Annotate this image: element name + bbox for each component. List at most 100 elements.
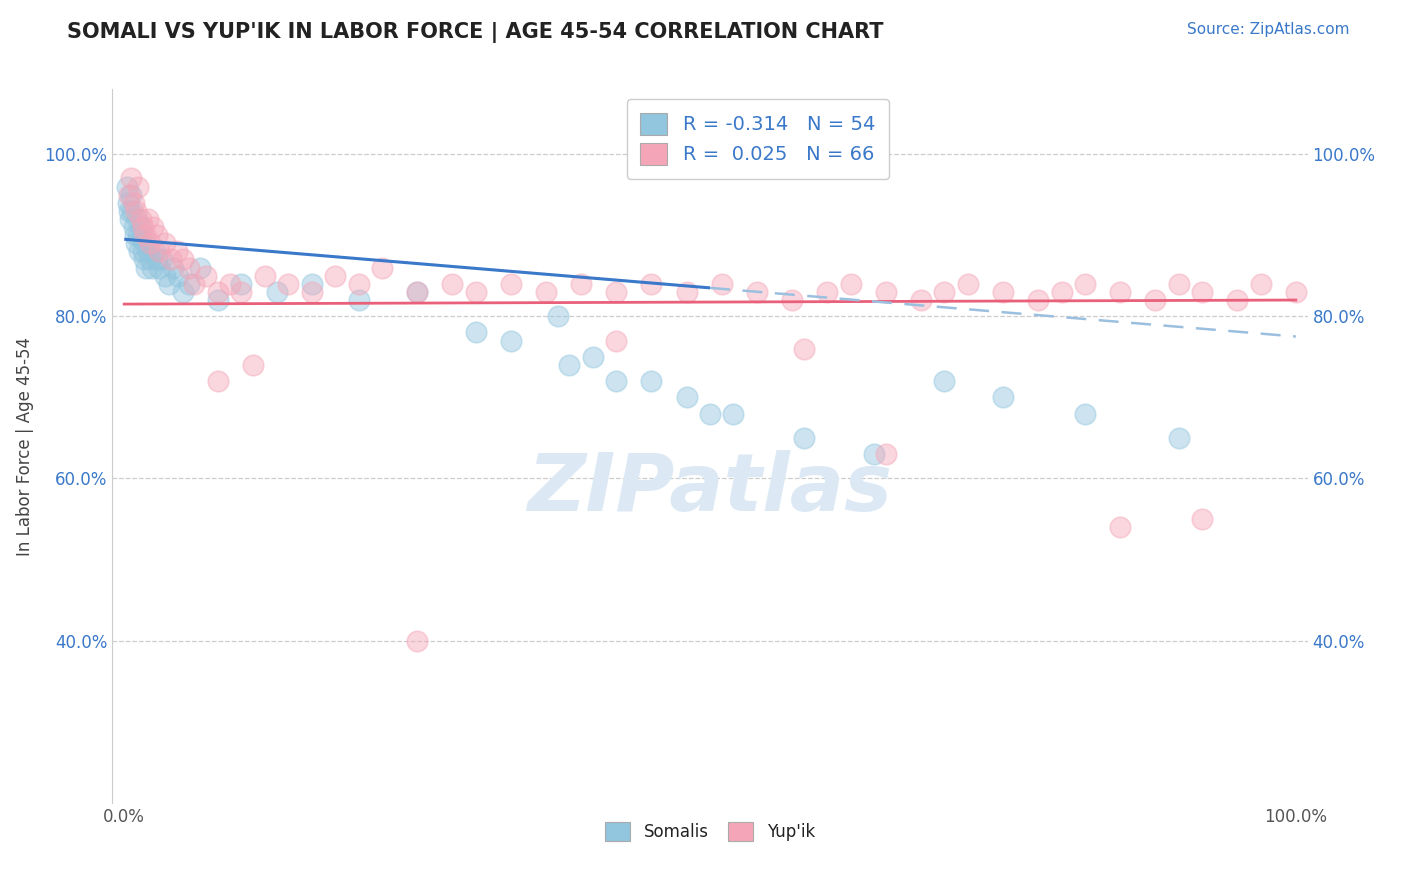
Point	[135, 260, 157, 275]
Point	[129, 220, 152, 235]
Point	[464, 285, 486, 299]
Point	[127, 228, 149, 243]
Point	[1226, 293, 1249, 307]
Point	[441, 277, 464, 291]
Point	[780, 293, 803, 307]
Point	[118, 187, 141, 202]
Point	[1167, 277, 1189, 291]
Point	[132, 252, 156, 267]
Point	[127, 211, 149, 226]
Point	[207, 374, 229, 388]
Point	[1074, 277, 1097, 291]
Point	[122, 195, 145, 210]
Point	[499, 277, 522, 291]
Point	[127, 179, 149, 194]
Point	[406, 633, 429, 648]
Point	[1050, 285, 1073, 299]
Point	[875, 447, 897, 461]
Point	[675, 285, 697, 299]
Point	[218, 277, 240, 291]
Point	[207, 293, 229, 307]
Point	[406, 285, 429, 299]
Point	[150, 252, 173, 267]
Point	[148, 244, 170, 259]
Point	[125, 236, 148, 251]
Point	[863, 447, 886, 461]
Point	[371, 260, 394, 275]
Point	[177, 260, 200, 275]
Point	[172, 285, 194, 299]
Point	[534, 285, 557, 299]
Point	[188, 260, 212, 275]
Legend: Somalis, Yup'ik: Somalis, Yup'ik	[599, 815, 821, 848]
Point	[131, 228, 153, 243]
Point	[934, 374, 956, 388]
Point	[640, 277, 662, 291]
Text: ZIPatlas: ZIPatlas	[527, 450, 893, 528]
Point	[125, 203, 148, 218]
Point	[117, 195, 139, 210]
Point	[347, 293, 370, 307]
Point	[231, 277, 253, 291]
Point	[547, 310, 569, 324]
Point	[143, 244, 166, 259]
Point	[910, 293, 932, 307]
Point	[129, 211, 152, 226]
Point	[167, 268, 190, 283]
Point	[139, 236, 162, 251]
Point	[136, 244, 159, 259]
Point	[793, 431, 815, 445]
Point	[141, 260, 163, 275]
Point	[875, 285, 897, 299]
Point	[142, 220, 165, 235]
Point	[136, 211, 159, 226]
Point	[1074, 407, 1097, 421]
Point	[675, 390, 697, 404]
Point	[177, 277, 200, 291]
Point	[134, 228, 156, 243]
Point	[499, 334, 522, 348]
Point	[605, 334, 627, 348]
Point	[160, 252, 183, 267]
Point	[406, 285, 429, 299]
Point	[1250, 277, 1272, 291]
Point	[183, 277, 205, 291]
Point	[207, 285, 229, 299]
Point	[120, 171, 142, 186]
Point	[1109, 285, 1132, 299]
Point	[120, 187, 142, 202]
Point	[266, 285, 288, 299]
Point	[172, 252, 194, 267]
Point	[558, 358, 581, 372]
Point	[124, 228, 146, 243]
Point	[1191, 512, 1213, 526]
Point	[839, 277, 862, 291]
Point	[710, 277, 733, 291]
Point	[464, 326, 486, 340]
Point	[1026, 293, 1049, 307]
Point	[745, 285, 768, 299]
Point	[155, 236, 177, 251]
Point	[1191, 285, 1213, 299]
Point	[301, 285, 323, 299]
Point	[195, 268, 218, 283]
Point	[166, 244, 188, 259]
Point	[569, 277, 592, 291]
Point	[115, 179, 138, 194]
Point	[134, 236, 156, 251]
Point	[122, 220, 145, 235]
Text: Source: ZipAtlas.com: Source: ZipAtlas.com	[1187, 22, 1350, 37]
Point	[162, 260, 184, 275]
Point	[956, 277, 979, 291]
Point	[991, 285, 1014, 299]
Point	[242, 358, 264, 372]
Point	[231, 285, 253, 299]
Point	[815, 285, 838, 299]
Point	[120, 211, 141, 226]
Point	[118, 203, 141, 218]
Point	[128, 244, 150, 259]
Point	[121, 203, 143, 218]
Point	[277, 277, 299, 291]
Point	[155, 268, 177, 283]
Point	[347, 277, 370, 291]
